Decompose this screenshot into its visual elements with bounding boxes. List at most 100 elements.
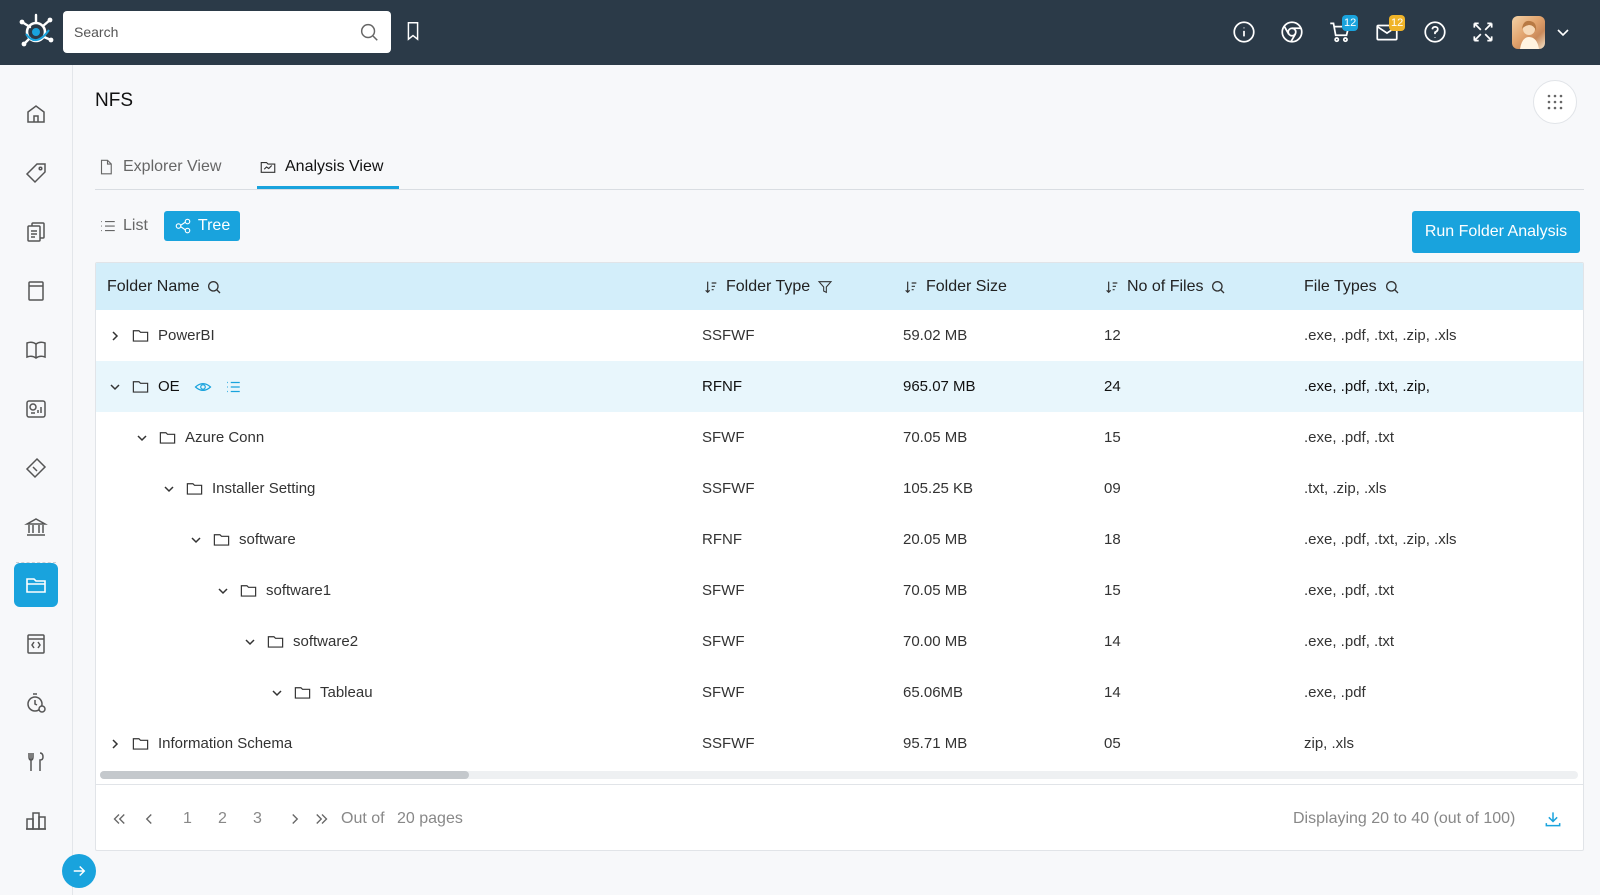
sidebar-item-library[interactable] (14, 328, 58, 372)
list-icon[interactable] (224, 378, 242, 396)
scrollbar-thumb[interactable] (100, 771, 469, 779)
help-icon[interactable] (1422, 19, 1448, 45)
chevron-right-icon[interactable] (107, 328, 123, 344)
table-row[interactable]: Azure Conn SFWF 70.05 MB 15 .exe, .pdf, .txt (96, 412, 1583, 463)
folder-size-cell: 965.07 MB (903, 378, 976, 395)
sidebar-item-home[interactable] (14, 92, 58, 136)
sidebar-item-bank[interactable] (14, 505, 58, 549)
column-no-of-files[interactable]: No of Files (1104, 263, 1226, 310)
sidebar-item-documents[interactable] (14, 210, 58, 254)
apps-grid-button[interactable] (1533, 80, 1577, 124)
sidebar-item-analytics[interactable] (14, 387, 58, 431)
folder-icon (132, 330, 149, 342)
folder-icon (132, 738, 149, 750)
chevron-down-icon[interactable] (242, 634, 258, 650)
download-icon[interactable] (1543, 809, 1563, 829)
list-view-button[interactable]: List (97, 211, 156, 241)
folder-name[interactable]: Azure Conn (185, 429, 265, 446)
folder-type-cell: SSFWF (702, 735, 755, 752)
documents-icon (27, 222, 45, 242)
sidebar-item-tags[interactable] (14, 151, 58, 195)
bank-icon (24, 518, 48, 536)
column-folder-size[interactable]: Folder Size (903, 263, 1007, 310)
tag-icon (25, 163, 46, 184)
chevron-right-icon[interactable] (107, 736, 123, 752)
folder-type-cell: RFNF (702, 378, 742, 395)
file-count-cell: 12 (1104, 327, 1121, 344)
sidebar-item-organization[interactable] (14, 799, 58, 843)
previous-page-button[interactable] (140, 785, 158, 850)
folder-icon (240, 585, 257, 597)
chevron-down-icon[interactable] (107, 379, 123, 395)
sidebar-expand-button[interactable] (62, 854, 96, 888)
last-page-button[interactable] (313, 785, 331, 850)
folder-type-cell: SFWF (702, 429, 745, 446)
table-row[interactable]: Information Schema SSFWF 95.71 MB 05 zip, .x… (96, 718, 1583, 769)
tab-explorer-view[interactable]: Explorer View (97, 143, 221, 190)
page-number-3[interactable]: 3 (253, 810, 262, 827)
search-icon[interactable] (358, 21, 380, 43)
chevron-down-icon[interactable] (161, 481, 177, 497)
column-file-types[interactable]: File Types (1304, 263, 1400, 310)
sidebar-item-folders[interactable] (14, 563, 58, 607)
column-folder-type[interactable]: Folder Type (703, 263, 833, 310)
sidebar-item-book[interactable] (14, 269, 58, 313)
first-page-button[interactable] (110, 785, 128, 850)
chevron-down-icon[interactable] (1555, 24, 1571, 40)
tree-view-button[interactable]: Tree (163, 211, 241, 241)
eye-icon[interactable] (194, 378, 212, 396)
fullscreen-icon[interactable] (1470, 19, 1496, 45)
folder-size-cell: 65.06MB (903, 684, 964, 701)
app-logo-icon[interactable] (16, 12, 56, 52)
next-page-button[interactable] (286, 785, 304, 850)
filter-icon[interactable] (817, 279, 833, 295)
grid-dots-icon (1547, 94, 1563, 110)
tab-label: Analysis View (285, 157, 384, 175)
sort-icon[interactable] (903, 279, 919, 295)
folder-name[interactable]: software1 (266, 582, 332, 599)
table-row[interactable]: Tableau SFWF 65.06MB 14 .exe, .pdf (96, 667, 1583, 718)
run-folder-analysis-button[interactable]: Run Folder Analysis (1412, 211, 1580, 253)
search-icon[interactable] (1210, 279, 1226, 295)
folder-icon (267, 636, 284, 648)
table-row[interactable]: software2 SFWF 70.00 MB 14 .exe, .pdf, .txt (96, 616, 1583, 667)
folder-name[interactable]: software2 (293, 633, 359, 650)
table-row[interactable]: software1 SFWF 70.05 MB 15 .exe, .pdf, .txt (96, 565, 1583, 616)
page-number-1[interactable]: 1 (183, 810, 192, 827)
chrome-icon[interactable] (1279, 19, 1305, 45)
folder-icon (132, 381, 149, 393)
file-icon (100, 159, 112, 174)
folder-name[interactable]: PowerBI (158, 327, 215, 344)
folder-name[interactable]: software (239, 531, 296, 548)
sort-icon[interactable] (1104, 279, 1120, 295)
sidebar-item-tools[interactable] (14, 740, 58, 784)
chevron-down-icon[interactable] (134, 430, 150, 446)
chevron-down-icon[interactable] (269, 685, 285, 701)
chevron-down-icon[interactable] (215, 583, 231, 599)
folder-name[interactable]: Installer Setting (212, 480, 316, 497)
folder-name[interactable]: Tableau (320, 684, 373, 701)
folder-icon (213, 534, 230, 546)
search-icon[interactable] (1384, 279, 1400, 295)
avatar[interactable] (1512, 16, 1545, 49)
info-icon[interactable] (1231, 19, 1257, 45)
tab-analysis-view[interactable]: Analysis View (259, 143, 383, 190)
page-number-2[interactable]: 2 (218, 810, 227, 827)
sidebar-item-timer[interactable] (14, 681, 58, 725)
search-icon[interactable] (206, 279, 222, 295)
table-row[interactable]: software RFNF 20.05 MB 18 .exe, .pdf, .txt, … (96, 514, 1583, 565)
horizontal-scrollbar[interactable] (100, 771, 1578, 779)
table-row[interactable]: OE RFNF 965.07 MB 24 .exe, .pdf, .txt, .zip, (96, 361, 1583, 412)
file-types-cell: .exe, .pdf, .txt (1304, 633, 1395, 650)
sidebar-item-tickets[interactable] (14, 446, 58, 490)
search-input[interactable] (63, 11, 391, 53)
table-row[interactable]: Installer Setting SSFWF 105.25 KB 09 .txt, .… (96, 463, 1583, 514)
chevron-down-icon[interactable] (188, 532, 204, 548)
folder-name[interactable]: OE (158, 378, 180, 395)
column-folder-name[interactable]: Folder Name (107, 263, 222, 310)
table-row[interactable]: PowerBI SSFWF 59.02 MB 12 .exe, .pdf, .txt, … (96, 310, 1583, 361)
folder-name[interactable]: Information Schema (158, 735, 293, 752)
bookmark-icon[interactable] (402, 20, 424, 42)
sidebar-item-code[interactable] (14, 622, 58, 666)
sort-icon[interactable] (703, 279, 719, 295)
